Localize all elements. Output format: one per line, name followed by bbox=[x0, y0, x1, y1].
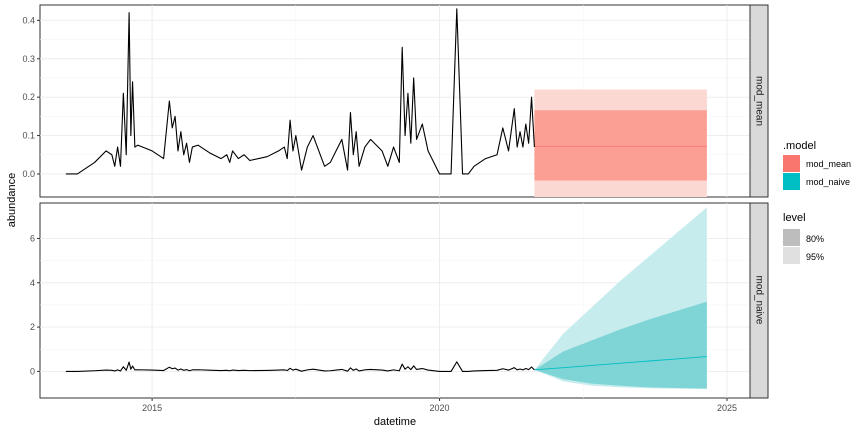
series-mod-naive bbox=[65, 361, 535, 372]
legend-key-mod-mean bbox=[783, 155, 800, 172]
forecast-bands-mod-mean bbox=[534, 89, 707, 197]
y-tick-label: 2 bbox=[30, 322, 35, 332]
legend-label-95: 95% bbox=[806, 252, 824, 262]
y-axis-mod-naive: 0 2 4 6 bbox=[30, 233, 40, 376]
forecast-bands-mod-naive bbox=[534, 207, 707, 390]
y-tick-label: 4 bbox=[30, 278, 35, 288]
grid-mod-mean bbox=[40, 5, 750, 197]
legend-label-80: 80% bbox=[806, 234, 824, 244]
y-tick-label: 0.0 bbox=[22, 169, 35, 179]
x-tick-label: 2025 bbox=[717, 403, 737, 413]
legend-key-80 bbox=[783, 229, 800, 246]
y-tick-label: 0 bbox=[30, 366, 35, 376]
strip-mod-mean bbox=[749, 4, 769, 198]
series-mod-mean bbox=[65, 8, 535, 175]
forecast-band-80 bbox=[534, 110, 707, 181]
forecast-mean-line bbox=[534, 356, 707, 371]
y-tick-label: 0.2 bbox=[22, 92, 35, 102]
legend-label-mod-naive: mod_naive bbox=[806, 177, 850, 187]
legend-key-mod-naive bbox=[783, 173, 800, 190]
legend-key-95 bbox=[783, 247, 800, 264]
y-tick-label: 0.1 bbox=[22, 131, 35, 141]
legend-label-mod-mean: mod_mean bbox=[806, 159, 851, 169]
y-tick-label: 0.4 bbox=[22, 15, 35, 25]
y-axis-mod-mean: 0.0 0.1 0.2 0.3 0.4 bbox=[22, 15, 40, 179]
x-tick-label: 2015 bbox=[142, 403, 162, 413]
legend-title-model: .model bbox=[783, 140, 816, 152]
y-tick-label: 0.3 bbox=[22, 54, 35, 64]
history-line bbox=[65, 361, 535, 372]
legend-title-level: level bbox=[783, 212, 806, 224]
x-axis-title: datetime bbox=[374, 416, 416, 428]
strip-label-mod-mean: mod_mean bbox=[753, 76, 764, 126]
strip-mod-naive bbox=[749, 202, 769, 399]
facet-mod-mean: 0.0 0.1 0.2 0.3 0.4 mod_mean bbox=[22, 4, 769, 198]
y-tick-label: 6 bbox=[30, 233, 35, 243]
legend: .model mod_mean mod_naive level 80% 95% bbox=[783, 140, 851, 264]
history-line bbox=[65, 8, 535, 175]
y-axis-title: abundance bbox=[6, 173, 18, 227]
x-axis: 2015 2020 2025 bbox=[142, 398, 737, 413]
facet-mod-naive: 0 2 4 6 mod_naive bbox=[30, 202, 769, 399]
x-tick-label: 2020 bbox=[430, 403, 450, 413]
strip-label-mod-naive: mod_naive bbox=[753, 276, 764, 325]
